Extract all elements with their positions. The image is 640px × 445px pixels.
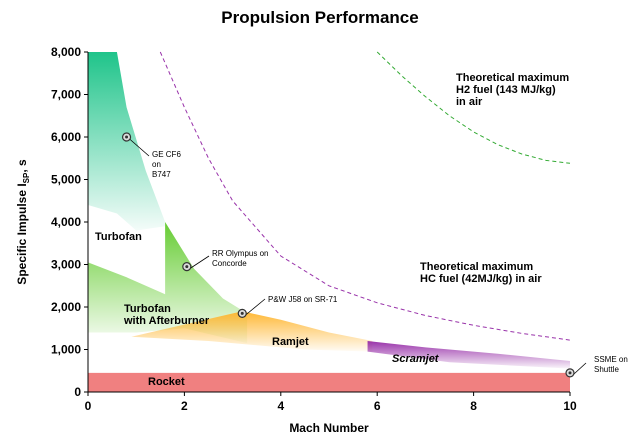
label-h2-line2: H2 fuel (143 MJ/kg) (456, 84, 556, 96)
curve-h2-theoretical (376, 51, 571, 164)
y-axis-label: Specific Impulse ISP, s (15, 159, 31, 285)
engine-marker-dot (240, 311, 244, 315)
x-tick-label: 4 (277, 399, 284, 413)
engine-label: GE CF6 (152, 150, 181, 159)
x-tick-label: 10 (563, 399, 577, 413)
label-afterburner-line2: with Afterburner (123, 315, 210, 327)
label-afterburner-line1: Turbofan (124, 303, 171, 315)
x-tick-label: 2 (181, 399, 188, 413)
region-scramjet (367, 341, 570, 369)
y-tick-label: 7,000 (51, 88, 81, 102)
theoretical-curves-layer (159, 51, 571, 341)
engine-label: P&W J58 on SR-71 (268, 295, 338, 304)
label-turbofan: Turbofan (95, 231, 142, 243)
label-ramjet: Ramjet (272, 336, 309, 348)
label-h2-line1: Theoretical maximum (456, 72, 569, 84)
engine-label: on (152, 160, 161, 169)
curve-hc-theoretical (159, 51, 571, 341)
region-ramjet (131, 311, 373, 352)
x-axis-label: Mach Number (289, 421, 369, 435)
engine-label: Shuttle (594, 365, 619, 374)
engine-marker-dot (185, 265, 189, 269)
engine-leader-line (129, 138, 150, 157)
regions-layer (88, 52, 570, 392)
x-tick-label: 8 (470, 399, 477, 413)
chart-title: Propulsion Performance (221, 8, 419, 27)
region-turbofan-with-afterburner (88, 222, 248, 344)
y-tick-label: 1,000 (51, 343, 81, 357)
y-tick-label: 5,000 (51, 173, 81, 187)
y-tick-label: 6,000 (51, 130, 81, 144)
y-tick-label: 3,000 (51, 258, 81, 272)
engine-leader-line (244, 298, 266, 316)
label-rocket: Rocket (148, 376, 185, 388)
y-tick-label: 8,000 (51, 45, 81, 59)
engine-leader-line (572, 362, 587, 376)
label-h2-line3: in air (456, 96, 483, 108)
engine-marker-dot (125, 135, 129, 139)
x-tick-label: 6 (374, 399, 381, 413)
engine-marker-dot (568, 371, 572, 375)
x-tick-label: 0 (85, 399, 92, 413)
y-tick-label: 0 (74, 385, 81, 399)
y-tick-label: 2,000 (51, 300, 81, 314)
y-tick-label: 4,000 (51, 215, 81, 229)
engine-label: Concorde (212, 259, 247, 268)
engine-label: RR Olympus on (212, 249, 268, 258)
axes-layer: 0 1,000 2,000 3,000 4,000 5,000 6,000 7,000 8,00… (15, 45, 577, 435)
region-rocket (88, 372, 570, 392)
label-hc-line1: Theoretical maximum (420, 261, 533, 273)
engine-label: SSME on (594, 355, 628, 364)
engine-label: B747 (152, 170, 171, 179)
label-scramjet: Scramjet (392, 353, 440, 365)
label-hc-line2: HC fuel (42MJ/kg) in air (420, 273, 542, 285)
engine-leader-line (189, 255, 210, 269)
